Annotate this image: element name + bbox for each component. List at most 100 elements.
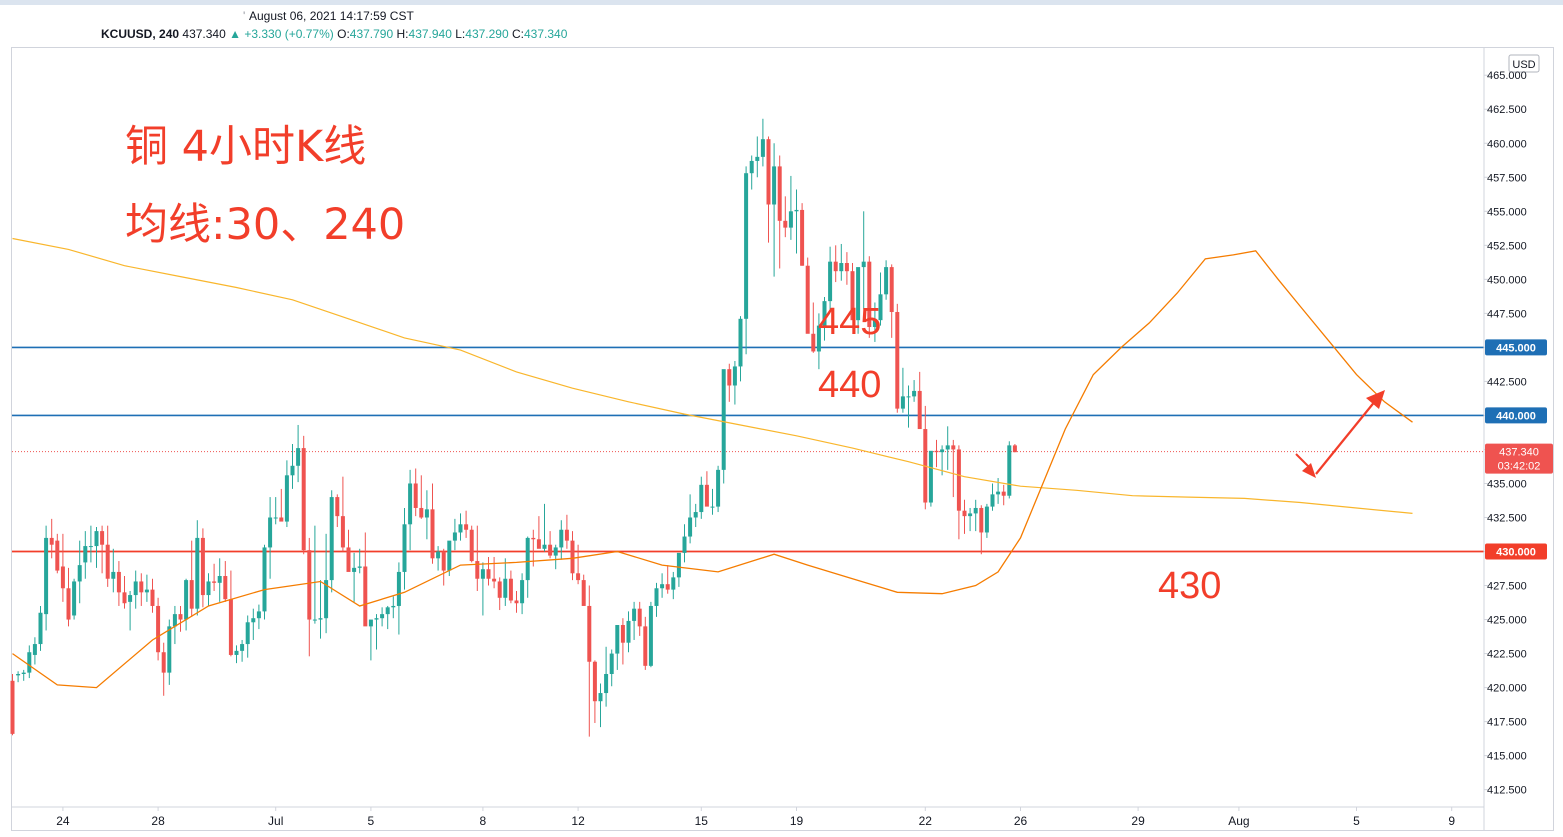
open-label: O:: [337, 27, 350, 41]
candle-body: [178, 614, 183, 620]
candle-body: [452, 532, 457, 541]
candle-body: [72, 581, 77, 616]
candle-body: [1001, 491, 1006, 496]
candle-body: [139, 581, 144, 593]
low-value: 437.290: [465, 27, 509, 41]
label-440: 440: [818, 364, 881, 406]
candle-body: [783, 220, 788, 228]
price-tick-label: 452.500: [1487, 240, 1527, 252]
candle-body: [996, 491, 1001, 495]
candle-body: [587, 605, 592, 662]
hline-price-tag: [1485, 543, 1547, 560]
time-tick-label: 9: [1448, 814, 1455, 828]
candle-body: [200, 537, 205, 596]
candle-body: [850, 271, 855, 321]
candle-body: [531, 537, 536, 540]
candle-body: [699, 484, 704, 513]
candle-body: [111, 571, 116, 579]
candle-body: [284, 475, 289, 522]
candle-body: [878, 294, 883, 321]
price-tick-label: 465.000: [1487, 70, 1527, 82]
candle-body: [16, 673, 21, 676]
candle-body: [805, 265, 810, 334]
candle-body: [788, 211, 793, 228]
candle-body: [906, 396, 911, 398]
label-445: 445: [818, 301, 881, 343]
candle-body: [615, 625, 620, 654]
candle-body: [716, 469, 721, 507]
candle-body: [307, 550, 312, 620]
candle-body: [424, 509, 429, 518]
candle-body: [693, 512, 698, 518]
candle-body: [262, 547, 267, 612]
candle-body: [128, 595, 133, 602]
price-tick-label: 417.500: [1487, 717, 1527, 729]
forecast-arrows: [1295, 390, 1385, 478]
last-price-tag-label: 437.340: [1499, 447, 1539, 459]
candle-body: [844, 263, 849, 272]
low-label: L:: [455, 27, 466, 41]
time-tick-label: 26: [1014, 814, 1028, 828]
currency-label: USD: [1512, 59, 1535, 71]
candle-body: [592, 661, 597, 702]
candle-body: [240, 644, 245, 651]
price-tags: 445.000 440.000 430.000 437.340 03:42:02: [1485, 339, 1553, 560]
currency-box: [1508, 54, 1540, 73]
up-triangle-icon: ▲: [229, 27, 242, 41]
candle-body: [816, 325, 821, 352]
candle-body: [324, 580, 329, 619]
price-tick-label: 457.500: [1487, 172, 1527, 184]
price-tick-label: 432.500: [1487, 512, 1527, 524]
candle-body: [632, 608, 637, 621]
candle-body: [464, 524, 469, 530]
time-tick-label: 8: [480, 814, 487, 828]
candle-body: [973, 507, 978, 514]
candle-body: [296, 448, 301, 466]
candle-body: [122, 592, 127, 604]
candle-body: [430, 509, 435, 559]
candle-body: [581, 580, 586, 606]
candle-body: [144, 589, 149, 593]
candle-body: [256, 611, 261, 619]
time-tick-label: Aug: [1228, 814, 1249, 828]
interval-label[interactable]: 240: [159, 27, 180, 41]
time-tick-label: 29: [1131, 814, 1145, 828]
candle-body: [340, 516, 345, 548]
candle-body: [503, 578, 508, 598]
price-tick-label: 447.500: [1487, 308, 1527, 320]
time-axis[interactable]: 2428Jul58121519222629Aug5912: [12, 806, 1563, 828]
candle-body: [217, 576, 222, 583]
chart-header: ' August 06, 2021 14:17:59 CST KCUUSD, 2…: [0, 5, 1563, 47]
candle-body: [32, 644, 37, 655]
candle-body: [352, 567, 357, 572]
candle-body: [391, 605, 396, 608]
candle-body: [682, 536, 687, 553]
price-tick-label: 422.500: [1487, 649, 1527, 661]
candle-body: [150, 589, 155, 606]
candle-body: [329, 497, 334, 581]
ohlc-legend[interactable]: KCUUSD, 240 437.340 ▲ +3.330 (+0.77%) O:…: [101, 27, 568, 41]
candle-body: [133, 581, 138, 596]
symbol-label[interactable]: KCUUSD: [101, 27, 153, 41]
candle-body: [105, 544, 110, 579]
close-value: 437.340: [524, 27, 568, 41]
hline-price-tag-label: 445.000: [1496, 342, 1536, 354]
time-tick-label: 22: [919, 814, 933, 828]
candle-body: [839, 263, 844, 272]
candle-body: [968, 513, 973, 517]
price-tick-label: 450.000: [1487, 274, 1527, 286]
candle-body: [956, 449, 961, 511]
candle-body: [548, 544, 553, 556]
candle-body: [318, 618, 323, 620]
candle-body: [643, 626, 648, 666]
candle-body: [951, 445, 956, 450]
candle-body: [637, 608, 642, 627]
candle-body: [60, 566, 65, 589]
candle-body: [867, 261, 872, 327]
candle-body: [833, 261, 838, 272]
candle-body: [727, 369, 732, 386]
candle-body: [172, 614, 177, 627]
candle-body: [436, 551, 441, 559]
